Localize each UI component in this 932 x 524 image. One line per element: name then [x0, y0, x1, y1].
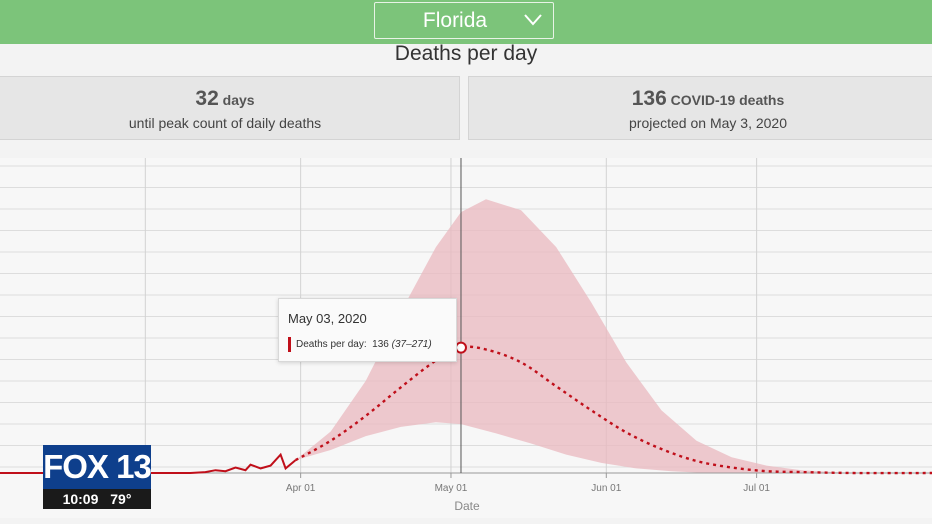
- x-tick-label: Apr 01: [286, 483, 316, 494]
- projected-caption: projected on May 3, 2020: [629, 115, 787, 131]
- projected-unit: COVID-19 deaths: [670, 92, 785, 108]
- x-axis-label: Date: [454, 499, 480, 513]
- marker-point: [454, 341, 467, 354]
- series-line-observed: [0, 452, 297, 474]
- tooltip-series-swatch: [288, 337, 291, 352]
- projected-value: 136: [631, 87, 667, 110]
- peak-days-unit: days: [222, 92, 255, 108]
- x-tick-label: May 01: [435, 483, 468, 494]
- region-select[interactable]: Florida: [374, 2, 554, 39]
- confidence-band: [295, 199, 932, 473]
- stat-card-peak: 32 days until peak count of daily deaths: [0, 76, 460, 140]
- x-tick-label: Jul 01: [743, 483, 770, 494]
- chart-tooltip: May 03, 2020 Deaths per day: 136 (37–271…: [278, 298, 457, 362]
- broadcast-time: 10:09: [62, 491, 99, 507]
- chevron-down-icon: [524, 14, 542, 26]
- region-select-value: Florida: [422, 9, 488, 32]
- tooltip-value: 136: [372, 339, 389, 350]
- top-bar: Florida: [0, 0, 932, 44]
- chart-lines: [0, 345, 932, 475]
- peak-days-caption: until peak count of daily deaths: [128, 115, 322, 131]
- peak-days-value: 32: [195, 87, 219, 110]
- series-line-projected: [295, 345, 932, 475]
- tooltip-row: Deaths per day: 136 (37–271): [296, 339, 432, 350]
- stat-card-projected: 136 COVID-19 deaths projected on May 3, …: [468, 76, 932, 140]
- tooltip-range: (37–271): [391, 339, 432, 350]
- broadcast-ticker: 10:09 79°: [43, 489, 151, 509]
- station-logo: FOX 13: [43, 445, 152, 489]
- confidence-band-area: [295, 199, 932, 473]
- tooltip-label: Deaths per day:: [296, 339, 367, 350]
- date-marker[interactable]: [454, 158, 467, 473]
- broadcast-temp: 79°: [110, 491, 132, 507]
- tooltip-date: May 03, 2020: [288, 311, 367, 326]
- x-tick-label: Jun 01: [591, 483, 621, 494]
- page-title: Deaths per day: [394, 42, 538, 65]
